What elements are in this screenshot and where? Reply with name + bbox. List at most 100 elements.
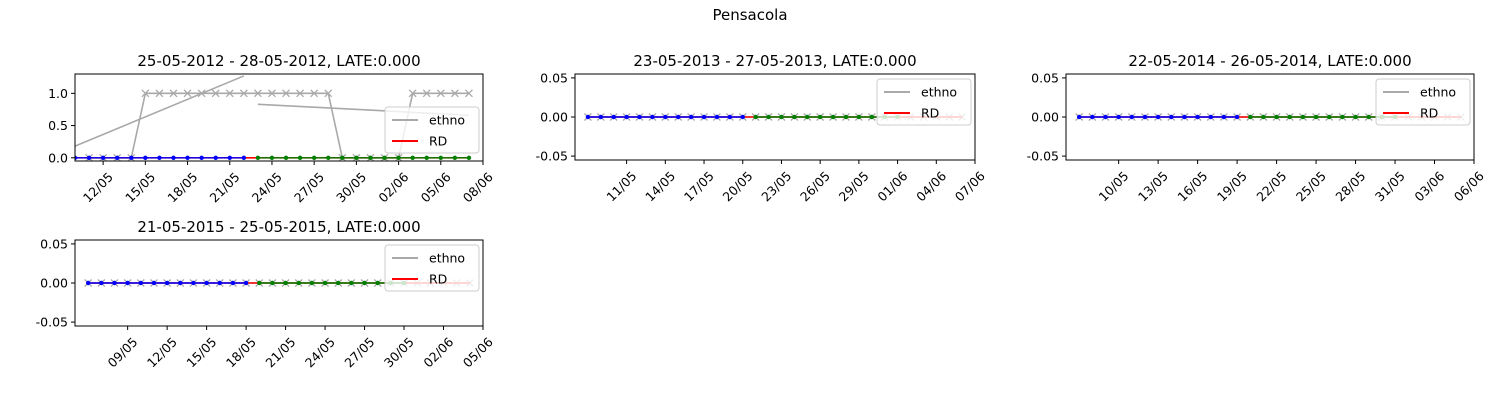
legend-label-RD: RD [921, 106, 939, 121]
blue-point [99, 280, 104, 286]
blue-point [1142, 114, 1148, 120]
green-point [396, 155, 401, 160]
x-tick-label: 18/05 [223, 334, 259, 370]
y-tick-label: -0.05 [36, 315, 68, 330]
green-point [368, 155, 373, 160]
blue-point [191, 280, 196, 286]
x-tick-label: 20/05 [720, 168, 756, 204]
x-tick-label: 16/05 [1174, 168, 1210, 204]
blue-point [624, 114, 629, 120]
x-tick-label: 19/05 [1214, 168, 1250, 204]
blue-point [217, 280, 222, 286]
subplot-title: 23-05-2013 - 27-05-2013, LATE:0.000 [633, 52, 916, 70]
legend: ethno RD [1375, 78, 1471, 126]
subplot-title: 25-05-2012 - 28-05-2012, LATE:0.000 [137, 52, 420, 70]
x-tick-label: 03/06 [1411, 168, 1447, 204]
ethno-point [408, 89, 417, 98]
blue-point [1234, 114, 1240, 120]
green-point [424, 155, 429, 160]
ethno-point [155, 89, 164, 98]
green-point [336, 280, 341, 286]
x-tick-label: 04/06 [913, 168, 949, 204]
blue-point [125, 280, 130, 286]
green-point [766, 114, 771, 120]
green-point [1340, 114, 1345, 120]
green-point [283, 155, 289, 160]
green-point [805, 114, 810, 120]
ethno-point [310, 89, 319, 98]
green-point [1366, 114, 1371, 120]
green-point [779, 114, 784, 120]
x-tick-label: 22/05 [1253, 168, 1289, 204]
blue-point [157, 155, 162, 160]
green-point [466, 155, 472, 160]
green-point [843, 114, 849, 120]
y-tick-label: 0.5 [48, 118, 68, 133]
x-tick-label: 01/06 [874, 168, 910, 204]
blue-point [1090, 114, 1095, 120]
blue-point [676, 114, 681, 120]
x-tick-label: 26/05 [797, 168, 833, 204]
green-point [452, 155, 458, 160]
y-tick-label: -0.05 [1027, 149, 1059, 164]
green-point [255, 155, 261, 160]
ethno-point [253, 89, 262, 98]
blue-point [213, 155, 218, 160]
x-tick-label: 12/05 [144, 334, 180, 370]
blue-point [663, 114, 668, 120]
x-tick-label: 02/06 [375, 169, 411, 205]
legend-label-ethno: ethno [1420, 85, 1456, 100]
blue-point [714, 114, 720, 120]
blue-point [701, 114, 707, 120]
x-tick-label: 06/06 [1451, 168, 1487, 204]
blue-point [241, 155, 247, 160]
subplot-title: 21-05-2015 - 25-05-2015, LATE:0.000 [137, 218, 420, 236]
blue-point [138, 280, 144, 286]
ethno-point [268, 89, 276, 98]
green-point [792, 114, 797, 120]
ethno-point [141, 89, 150, 98]
ethno-point [324, 89, 333, 98]
green-point [349, 280, 354, 286]
blue-point [115, 155, 120, 160]
green-point [438, 155, 443, 160]
y-tick-label: 0.00 [540, 110, 568, 125]
x-tick-label: 13/05 [1135, 168, 1171, 204]
blue-point [227, 155, 232, 160]
green-point [311, 155, 317, 160]
ethno-point [296, 89, 305, 98]
x-tick-label: 18/05 [164, 169, 200, 205]
green-point [830, 114, 836, 120]
y-tick-label: 0.00 [40, 276, 68, 291]
blue-point [151, 280, 157, 286]
blue-point [1155, 114, 1161, 120]
x-tick-label: 21/05 [262, 334, 298, 370]
green-point [283, 280, 288, 286]
legend: ethno RD [876, 78, 972, 126]
blue-point [230, 280, 236, 286]
green-point [354, 155, 359, 160]
blue-point [185, 155, 190, 160]
blue-point [178, 280, 183, 286]
x-tick-label: 24/05 [302, 334, 338, 370]
x-tick-label: 31/05 [1372, 168, 1408, 204]
blue-point [164, 280, 170, 286]
x-tick-label: 25/05 [1293, 168, 1329, 204]
blue-point [100, 155, 106, 160]
green-point [257, 280, 262, 286]
x-tick-label: 28/05 [1332, 168, 1368, 204]
green-point [340, 155, 345, 160]
green-point [1248, 114, 1253, 120]
green-point [382, 155, 387, 160]
blue-point [1129, 114, 1135, 120]
ethno-point [422, 89, 431, 98]
green-point [297, 155, 303, 160]
y-tick-label: -0.05 [536, 149, 568, 164]
blue-point [598, 114, 604, 120]
blue-point [1076, 114, 1082, 120]
x-tick-label: 10/05 [1095, 168, 1131, 204]
blue-point [112, 280, 117, 286]
legend-label-ethno: ethno [921, 85, 957, 100]
x-tick-label: 30/05 [333, 169, 369, 205]
